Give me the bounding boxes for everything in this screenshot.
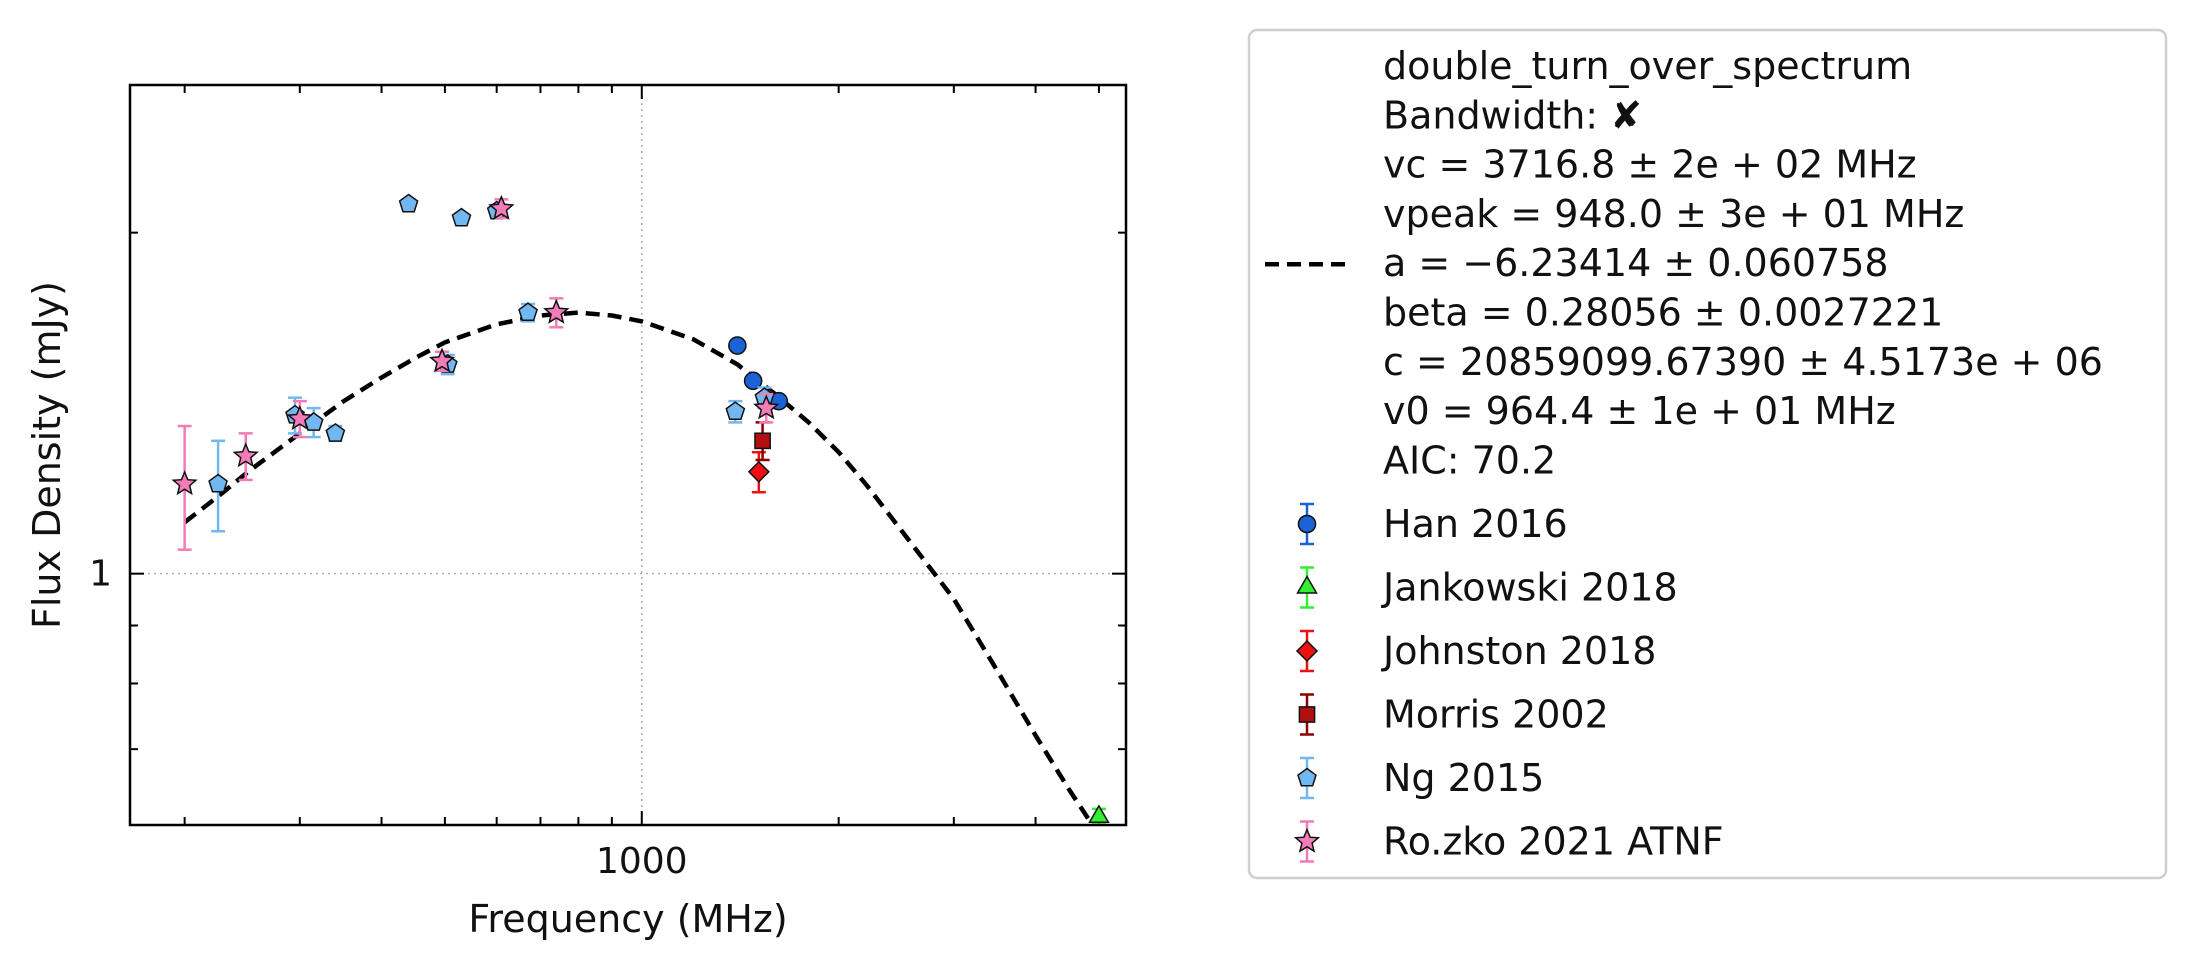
- legend-ro-zko-2021-atnf-label: Ro.zko 2021 ATNF: [1383, 820, 1724, 864]
- ng-2015-point: [208, 473, 228, 493]
- legend-ng-2015-marker: [1297, 767, 1317, 787]
- ro-zko-2021-atnf-point: [488, 194, 515, 220]
- ng-2015-point: [518, 302, 538, 322]
- ng-2015-point: [451, 207, 472, 227]
- legend-fit-text: beta = 0.28056 ± 0.0027221: [1383, 291, 1943, 335]
- han-2016-point: [728, 336, 747, 355]
- jankowski-2018-point: [1088, 804, 1110, 824]
- series-ng-2015: [208, 193, 775, 533]
- morris-2002-point: [754, 432, 771, 450]
- series-morris-2002: [754, 421, 771, 462]
- legend-ng-2015-label: Ng 2015: [1383, 756, 1544, 800]
- series-ro-zko-2021-atnf: [171, 194, 780, 551]
- ro-zko-2021-atnf-point: [543, 298, 570, 324]
- y-axis-title: Flux Density (mJy): [25, 281, 69, 629]
- ro-zko-2021-atnf-point: [286, 404, 313, 430]
- legend-fit-text: double_turn_over_spectrum: [1383, 44, 1912, 88]
- legend: double_turn_over_spectrum Bandwidth: ✘ vc …: [1247, 28, 2168, 880]
- grid-lines: [130, 85, 1126, 825]
- legend-morris-2002-label: Morris 2002: [1383, 693, 1609, 737]
- legend-han-2016-marker: [1297, 514, 1317, 534]
- legend-johnston-2018-marker: [1295, 639, 1319, 663]
- ng-2015-point: [725, 401, 746, 421]
- ro-zko-2021-atnf-point: [428, 347, 456, 373]
- legend-johnston-2018-label: Johnston 2018: [1381, 629, 1656, 673]
- legend-items: double_turn_over_spectrum Bandwidth: ✘ vc …: [1265, 44, 2103, 864]
- legend-han-2016-label: Han 2016: [1383, 502, 1568, 546]
- legend-fit-text: c = 20859099.67390 ± 4.5173e + 06: [1383, 340, 2103, 384]
- x-axis-title: Frequency (MHz): [468, 897, 787, 941]
- legend-fit-text: a = −6.23414 ± 0.060758: [1383, 241, 1889, 285]
- legend-frame: [1247, 28, 2168, 880]
- legend-fit-text: Bandwidth: ✘: [1383, 93, 1642, 137]
- legend-fit-text: AIC: 70.2: [1383, 438, 1556, 482]
- legend-morris-2002-marker: [1298, 706, 1316, 723]
- data-points-layer: [171, 193, 1110, 826]
- ng-2015-point: [325, 422, 346, 442]
- han-2016-point: [743, 371, 763, 391]
- series-johnston-2018: [747, 450, 770, 494]
- legend-fit-text: v0 = 964.4 ± 1e + 01 MHz: [1383, 389, 1896, 433]
- ng-2015-point: [398, 193, 419, 213]
- legend-jankowski-2018-label: Jankowski 2018: [1381, 566, 1678, 610]
- series-jankowski-2018: [1088, 804, 1110, 826]
- ro-zko-2021-atnf-point: [171, 470, 198, 496]
- legend-jankowski-2018-marker: [1296, 575, 1318, 594]
- fit-curve-layer: [183, 310, 1096, 825]
- johnston-2018-point: [747, 460, 770, 483]
- legend-fit-text: vpeak = 948.0 ± 3e + 01 MHz: [1383, 192, 1964, 236]
- legend-fit-text: vc = 3716.8 ± 2e + 02 MHz: [1383, 143, 1917, 187]
- legend-ro-zko-2021-atnf-marker: [1293, 827, 1321, 853]
- ro-zko-2021-atnf-point: [753, 394, 780, 420]
- y-tick-label: 1: [89, 554, 112, 595]
- fit-curve: [183, 310, 1096, 825]
- plot-frame: [128, 83, 1128, 827]
- ro-zko-2021-atnf-point: [232, 442, 259, 468]
- axis-ticks: 1000 1: [89, 85, 1126, 882]
- x-tick-label: 1000: [596, 841, 688, 882]
